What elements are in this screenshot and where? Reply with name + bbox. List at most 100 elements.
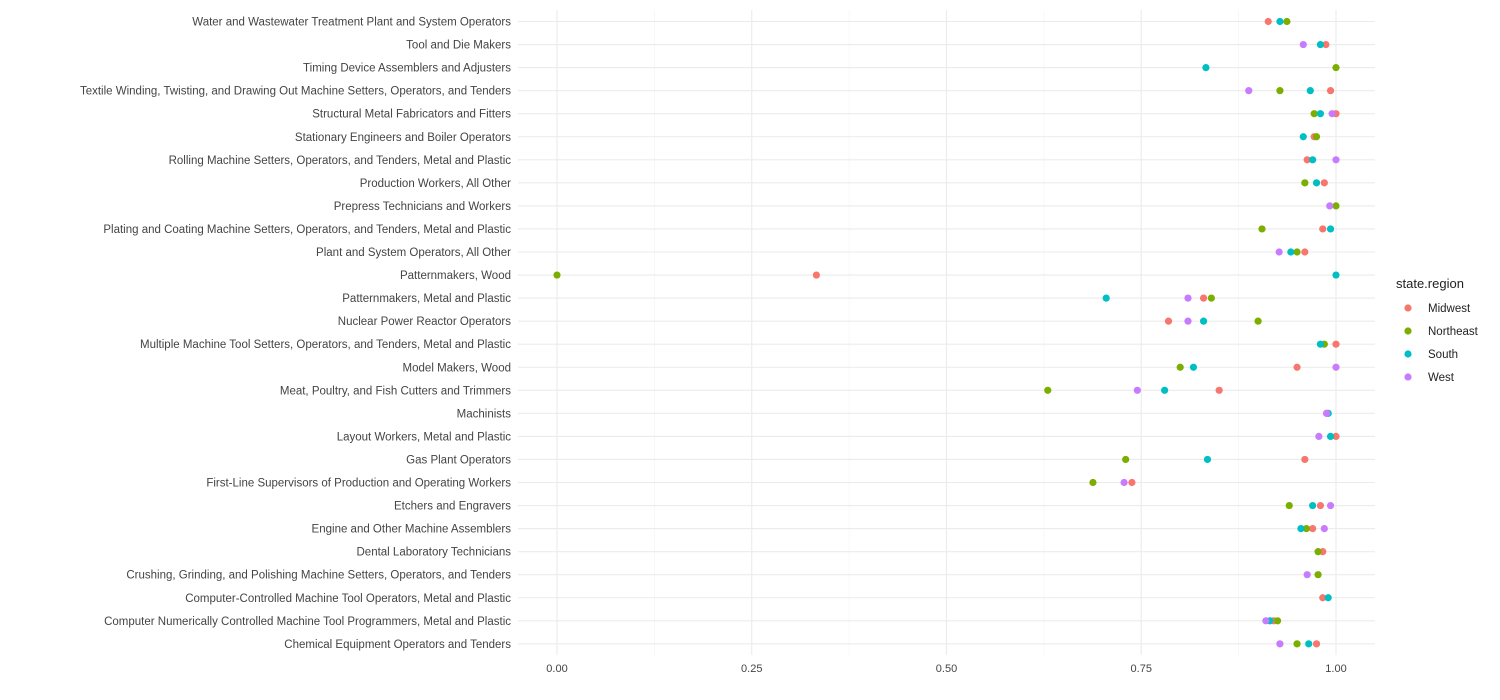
data-point-midwest <box>1128 478 1136 487</box>
data-point-south <box>1316 340 1325 348</box>
data-point-south <box>1305 640 1313 648</box>
data-point-midwest <box>1301 455 1309 464</box>
data-points <box>553 17 1340 648</box>
x-tick-label: 0.25 <box>741 663 762 675</box>
data-point-northeast <box>1089 478 1097 487</box>
data-point-west <box>1320 525 1328 533</box>
data-point-northeast <box>1122 455 1130 464</box>
data-point-west <box>1303 571 1311 579</box>
category-label: First-Line Supervisors of Production and… <box>206 478 511 490</box>
data-point-south <box>1102 294 1110 302</box>
legend-label-midwest: Midwest <box>1428 303 1471 315</box>
data-point-south <box>1324 594 1332 602</box>
data-point-northeast <box>1302 525 1310 533</box>
data-point-south <box>1202 64 1210 72</box>
data-point-west <box>1133 386 1141 394</box>
category-label: Engine and Other Machine Assemblers <box>312 524 512 536</box>
data-point-south <box>1332 271 1340 279</box>
data-point-south <box>1203 455 1212 464</box>
category-label: Gas Plant Operators <box>406 454 511 466</box>
category-label: Machinists <box>457 408 512 420</box>
data-point-northeast <box>1254 317 1262 325</box>
data-point-midwest <box>1332 432 1340 440</box>
data-point-midwest <box>1322 40 1330 49</box>
x-tick-label: 0.75 <box>1131 663 1152 675</box>
category-label: Etchers and Engravers <box>394 501 511 513</box>
data-point-midwest <box>1215 386 1223 394</box>
legend: state.region Midwest Northeast South West <box>1396 276 1479 384</box>
category-label: Textile Winding, Twisting, and Drawing O… <box>80 86 511 98</box>
x-tick-label: 0.00 <box>546 663 567 675</box>
data-point-south <box>1309 501 1317 510</box>
data-point-west <box>1326 501 1335 510</box>
data-point-west <box>1184 317 1192 325</box>
data-point-northeast <box>1314 571 1322 579</box>
data-point-south <box>1287 248 1295 256</box>
data-point-west <box>1245 87 1253 95</box>
x-tick-label: 1.00 <box>1325 663 1346 675</box>
data-point-northeast <box>1312 133 1321 141</box>
category-labels: Water and Wastewater Treatment Plant and… <box>80 17 511 651</box>
data-point-midwest <box>1319 225 1327 233</box>
legend-key-west <box>1404 373 1412 381</box>
data-point-midwest <box>1312 640 1321 648</box>
category-label: Prepress Technicians and Workers <box>334 201 512 213</box>
data-point-south <box>1297 525 1305 533</box>
data-point-south <box>1316 110 1325 118</box>
category-label: Plant and System Operators, All Other <box>316 247 511 259</box>
legend-key-south <box>1404 350 1412 358</box>
category-label: Computer Numerically Controlled Machine … <box>104 616 511 628</box>
data-point-west <box>1332 156 1340 164</box>
category-label: Patternmakers, Metal and Plastic <box>342 293 511 305</box>
data-point-northeast <box>1301 179 1309 187</box>
category-label: Multiple Machine Tool Setters, Operators… <box>140 339 511 351</box>
data-point-midwest <box>1303 156 1311 164</box>
category-label: Computer-Controlled Machine Tool Operato… <box>185 593 511 605</box>
category-label: Tool and Die Makers <box>406 40 511 52</box>
data-point-south <box>1316 40 1325 49</box>
data-point-west <box>1323 409 1331 417</box>
data-point-northeast <box>1207 294 1215 302</box>
legend-key-midwest <box>1404 304 1412 312</box>
category-label: Model Makers, Wood <box>403 362 511 374</box>
data-point-south <box>1161 386 1169 394</box>
data-point-northeast <box>1285 501 1293 510</box>
data-point-west <box>1120 478 1128 487</box>
data-point-northeast <box>1176 363 1184 371</box>
data-point-northeast <box>1283 17 1291 26</box>
data-point-northeast <box>1332 64 1340 72</box>
data-point-west <box>1276 640 1284 648</box>
data-point-west <box>1184 294 1192 302</box>
data-point-northeast <box>553 271 561 279</box>
data-point-west <box>1328 110 1336 118</box>
x-axis-tick-labels: 0.00 0.25 0.50 0.75 1.00 <box>546 663 1346 675</box>
data-point-midwest <box>1316 501 1325 510</box>
data-point-west <box>1326 202 1334 210</box>
category-label: Dental Laboratory Technicians <box>357 547 512 559</box>
data-point-midwest <box>1301 248 1309 256</box>
data-point-south <box>1306 87 1314 95</box>
data-point-south <box>1326 432 1335 440</box>
x-tick-label: 0.50 <box>936 663 957 675</box>
data-point-midwest <box>1319 594 1327 602</box>
category-label: Rolling Machine Setters, Operators, and … <box>169 155 512 167</box>
data-point-northeast <box>1293 248 1301 256</box>
data-point-west <box>1332 363 1340 371</box>
data-point-south <box>1312 179 1321 187</box>
category-label: Nuclear Power Reactor Operators <box>338 316 511 328</box>
data-point-midwest <box>1332 340 1340 348</box>
category-label: Water and Wastewater Treatment Plant and… <box>192 17 511 29</box>
category-label: Chemical Equipment Operators and Tenders <box>284 639 511 651</box>
data-point-northeast <box>1044 386 1052 394</box>
data-point-south <box>1326 225 1335 233</box>
category-label: Structural Metal Fabricators and Fitters <box>312 109 511 121</box>
legend-label-northeast: Northeast <box>1428 326 1479 338</box>
category-label: Timing Device Assemblers and Adjusters <box>303 63 511 75</box>
category-label: Stationary Engineers and Boiler Operator… <box>295 132 511 144</box>
data-point-south <box>1299 133 1307 141</box>
data-point-northeast <box>1273 617 1282 625</box>
data-point-midwest <box>1293 363 1301 371</box>
legend-title: state.region <box>1396 276 1464 291</box>
